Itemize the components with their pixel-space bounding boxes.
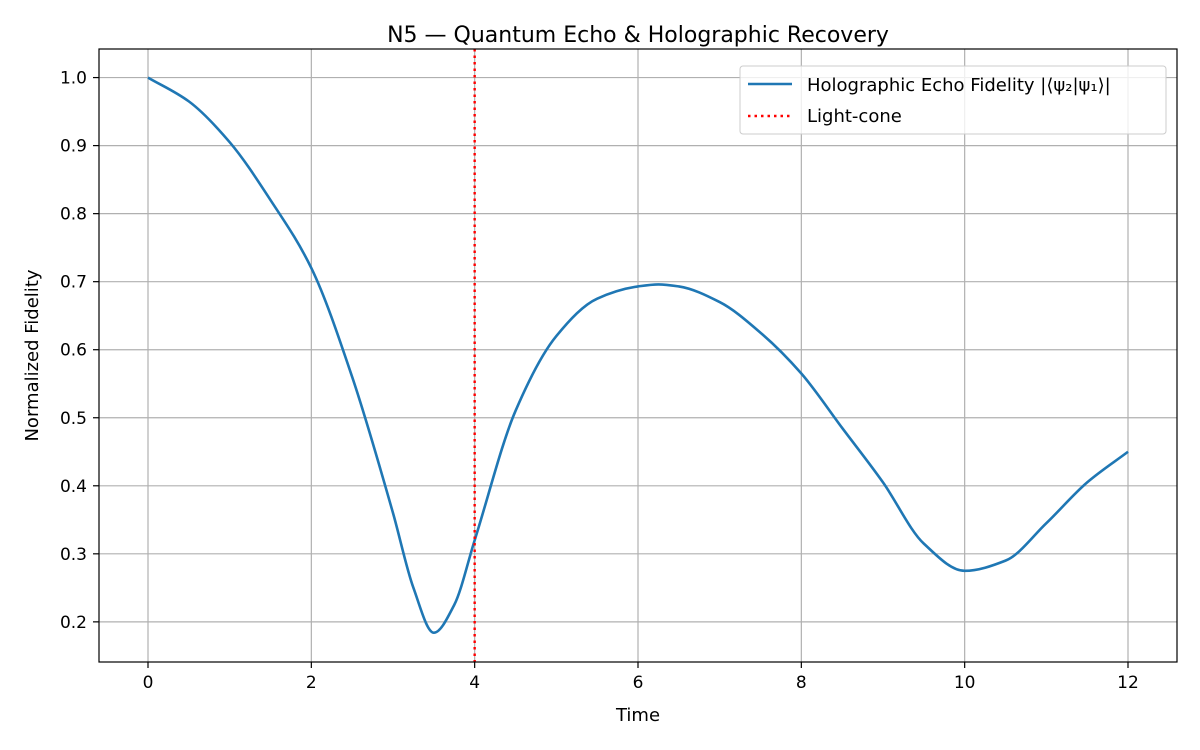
legend: Holographic Echo Fidelity |⟨ψ₂|ψ₁⟩| Ligh… [739,65,1167,135]
x-tick-label: 4 [469,673,480,693]
y-tick-label: 0.2 [60,613,87,633]
y-tick-label: 0.4 [60,477,87,497]
x-tick-label: 8 [796,673,807,693]
chart-title: N5 — Quantum Echo & Holographic Recovery [387,23,889,48]
x-tick-label: 6 [633,673,644,693]
legend-label-light-cone: Light-cone [807,106,902,127]
y-tick-label: 0.3 [60,545,87,565]
y-tick-label: 0.7 [60,273,87,293]
x-tick-label: 0 [143,673,154,693]
y-tick-label: 1.0 [60,69,87,89]
y-axis-label: Normalized Fidelity [22,269,43,441]
series-line-echo-fidelity [147,76,1129,635]
plot-area [147,49,1129,662]
y-tick-label: 0.8 [60,205,87,225]
y-tick-label: 0.5 [60,409,87,429]
y-tick-label: 0.9 [60,137,87,157]
ticks: 0 2 4 6 8 10 12 0.2 0.3 0.4 0.5 0.6 0.7 0.8 0.9 1.0 [60,69,1139,693]
grid [99,49,1177,662]
x-tick-label: 2 [306,673,317,693]
legend-label-echo-fidelity: Holographic Echo Fidelity |⟨ψ₂|ψ₁⟩| [807,75,1111,96]
y-tick-label: 0.6 [60,341,87,361]
legend-box [739,65,1167,135]
x-axis-label: Time [615,705,660,726]
x-tick-label: 10 [954,673,976,693]
x-tick-label: 12 [1117,673,1139,693]
